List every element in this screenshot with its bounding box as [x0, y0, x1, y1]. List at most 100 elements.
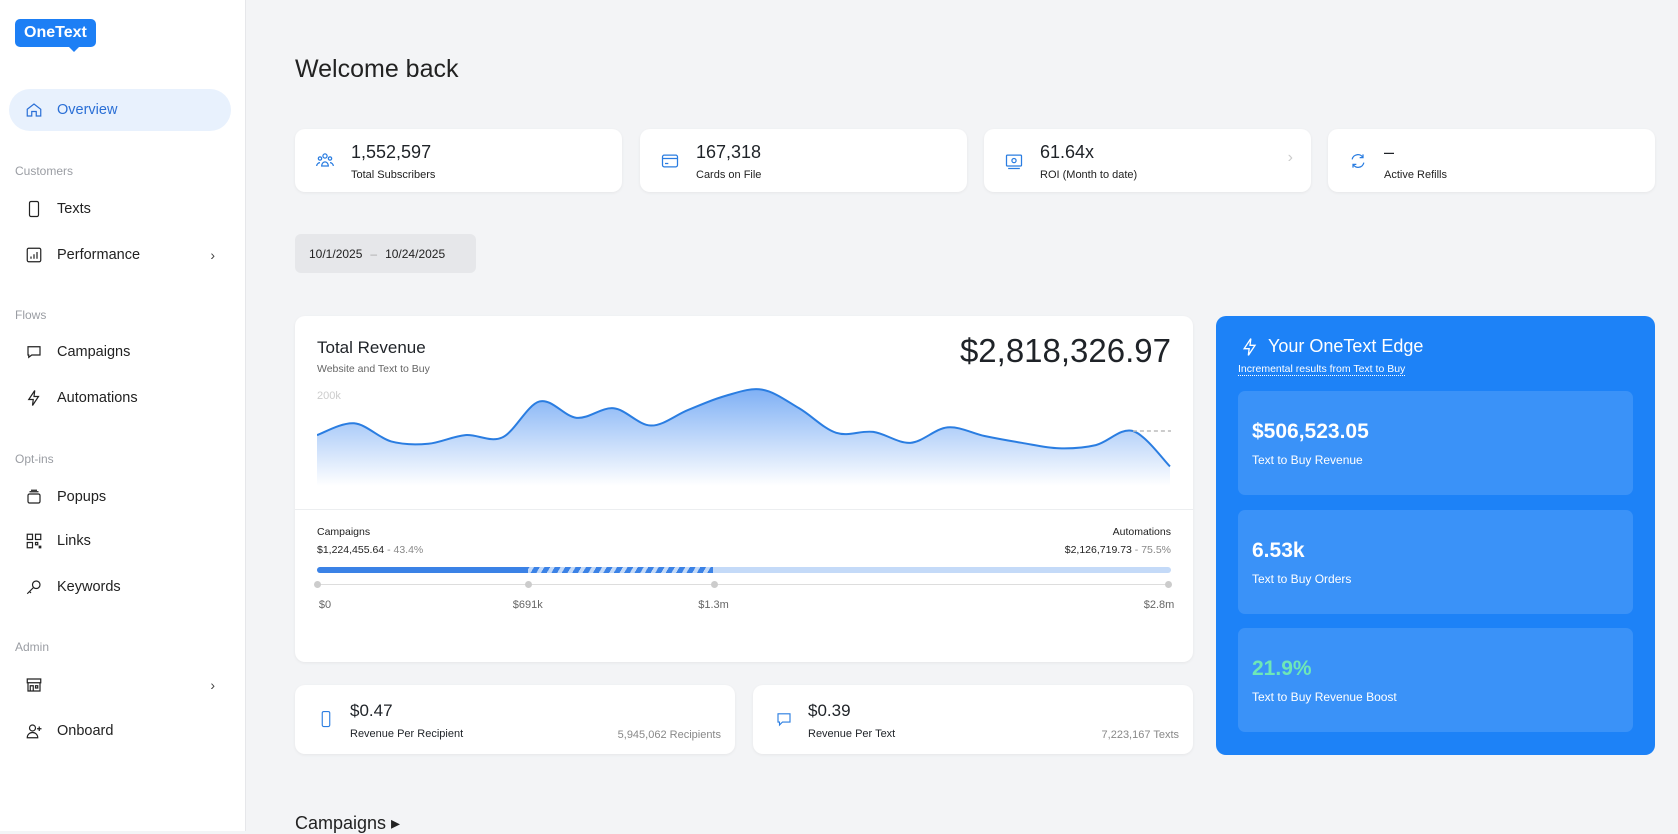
stat-value: –: [1384, 142, 1395, 162]
section-flows: Flows: [15, 308, 47, 322]
chevron-right-icon: ›: [210, 677, 215, 693]
stat-card-roi[interactable]: 61.64x ROI (Month to date) ›: [984, 129, 1311, 192]
edge-title: Your OneText Edge: [1268, 336, 1424, 356]
key-icon: [26, 580, 41, 595]
sidebar-item-label: Links: [57, 533, 91, 549]
chevron-right-icon: ›: [210, 247, 215, 263]
card-count: 5,945,062 Recipients: [617, 729, 721, 741]
tile-value: 21.9%: [1252, 657, 1312, 680]
stat-label: Active Refills: [1384, 169, 1447, 181]
sidebar-item-onboard[interactable]: Onboard: [9, 710, 231, 752]
sidebar-item-keywords[interactable]: Keywords: [9, 566, 231, 608]
sidebar-item-label: Campaigns: [57, 344, 131, 360]
credit-card-icon: [661, 154, 679, 168]
sidebar-item-automations[interactable]: Automations: [9, 377, 231, 419]
start-date: 10/1/2025: [309, 246, 363, 261]
revenue-area: [317, 389, 1170, 486]
bar-chart-icon: [26, 247, 42, 263]
revenue-per-recipient-card: $0.47 Revenue Per Recipient 5,945,062 Re…: [295, 685, 735, 754]
sidebar-item-campaigns[interactable]: Campaigns: [9, 331, 231, 373]
onetext-edge-panel: Your OneText Edge Incremental results fr…: [1216, 316, 1655, 755]
date-separator: –: [370, 246, 378, 261]
lightning-icon: [1242, 337, 1257, 356]
campaigns-section-heading[interactable]: Campaigns ▸: [295, 813, 401, 833]
stat-label: Total Subscribers: [351, 169, 436, 181]
stat-value: 1,552,597: [351, 142, 432, 162]
axis-tick-label: $1.3m: [698, 599, 729, 611]
sidebar-item-store[interactable]: ›: [9, 664, 231, 706]
automations-value: $2,126,719.73: [1064, 544, 1132, 556]
bar-segment-solid: [317, 567, 528, 573]
tile-value: $506,523.05: [1252, 420, 1369, 443]
store-icon: [26, 678, 42, 692]
edge-subtitle[interactable]: Incremental results from Text to Buy: [1238, 363, 1406, 376]
axis-tick: [524, 581, 532, 588]
axis-tick: [1165, 581, 1172, 588]
edge-tile-boost: 21.9% Text to Buy Revenue Boost: [1238, 628, 1633, 732]
sidebar-item-popups[interactable]: Popups: [9, 476, 231, 518]
stat-card-active-refills[interactable]: – Active Refills: [1328, 129, 1655, 192]
tile-value: 6.53k: [1252, 539, 1305, 562]
tile-label: Text to Buy Revenue: [1252, 453, 1363, 467]
revenue-total: $2,818,326.97: [959, 332, 1171, 369]
page-title: Welcome back: [295, 55, 459, 83]
edge-tile-orders: 6.53k Text to Buy Orders: [1238, 510, 1633, 614]
revenue-area-chart[interactable]: 200k: [317, 386, 1171, 496]
campaigns-label: Campaigns: [317, 526, 371, 538]
sidebar-item-label: Texts: [57, 201, 91, 217]
sidebar-item-performance[interactable]: Performance ›: [9, 234, 231, 276]
revenue-split-bar: [317, 567, 1171, 573]
sidebar: OneText Overview Customers Texts Perform…: [0, 0, 246, 831]
home-icon: [26, 103, 42, 117]
popup-icon: [27, 489, 41, 504]
sidebar-item-overview[interactable]: Overview: [9, 89, 231, 131]
edge-tile-revenue: $506,523.05 Text to Buy Revenue: [1238, 391, 1633, 495]
money-icon: [1005, 154, 1023, 170]
tile-label: Text to Buy Revenue Boost: [1252, 690, 1397, 704]
campaigns-value: $1,224,455.64: [317, 544, 385, 556]
date-range-picker[interactable]: 10/1/2025 – 10/24/2025: [295, 234, 476, 273]
automations-pct: - 75.5%: [1131, 544, 1171, 556]
revenue-subtitle: Website and Text to Buy: [317, 363, 430, 375]
automations-revenue: $2,126,719.73 - 75.5%: [1065, 544, 1171, 556]
users-icon: [316, 153, 334, 167]
chevron-right-icon: ›: [1287, 149, 1293, 166]
revenue-title: Total Revenue: [317, 338, 426, 357]
section-admin: Admin: [15, 640, 50, 654]
stat-label: ROI (Month to date): [1040, 169, 1138, 181]
section-customers: Customers: [15, 164, 74, 178]
phone-icon: [321, 710, 331, 728]
card-count: 7,223,167 Texts: [1101, 729, 1179, 741]
tile-label: Text to Buy Orders: [1252, 572, 1352, 586]
bar-segment-striped: [527, 567, 714, 573]
stat-card-subscribers[interactable]: 1,552,597 Total Subscribers: [295, 129, 622, 192]
sidebar-item-label: Performance: [57, 247, 141, 263]
sidebar-item-label: Automations: [57, 390, 138, 406]
refresh-icon: [1351, 154, 1365, 168]
stat-value: 167,318: [696, 142, 762, 162]
campaigns-pct: - 43.4%: [384, 544, 424, 556]
chat-icon: [27, 346, 41, 359]
axis-tick-label: $691k: [512, 599, 543, 611]
stat-value: 61.64x: [1040, 142, 1095, 162]
onetext-logo[interactable]: OneText: [15, 19, 96, 52]
y-tick-label: 200k: [317, 390, 341, 402]
sidebar-item-links[interactable]: Links: [9, 520, 231, 562]
qr-code-icon: [26, 533, 42, 549]
card-label: Revenue Per Text: [808, 728, 896, 740]
campaigns-revenue: $1,224,455.64 - 43.4%: [317, 544, 423, 556]
section-optins: Opt-ins: [15, 452, 54, 466]
sidebar-item-label: Onboard: [57, 723, 114, 739]
divider: [295, 509, 1193, 510]
sidebar-item-label: Popups: [57, 489, 107, 505]
axis-tick: [710, 581, 718, 588]
stat-card-cards-on-file[interactable]: 167,318 Cards on File: [640, 129, 967, 192]
sidebar-item-texts[interactable]: Texts: [9, 188, 231, 230]
revenue-line: [317, 388, 1171, 468]
total-revenue-card: Total Revenue Website and Text to Buy $2…: [295, 316, 1193, 662]
phone-icon: [28, 200, 40, 218]
lightning-icon: [27, 390, 40, 406]
edge-header: Your OneText Edge: [1240, 336, 1423, 357]
axis-tick: [314, 581, 321, 588]
card-value: $0.39: [808, 701, 851, 720]
